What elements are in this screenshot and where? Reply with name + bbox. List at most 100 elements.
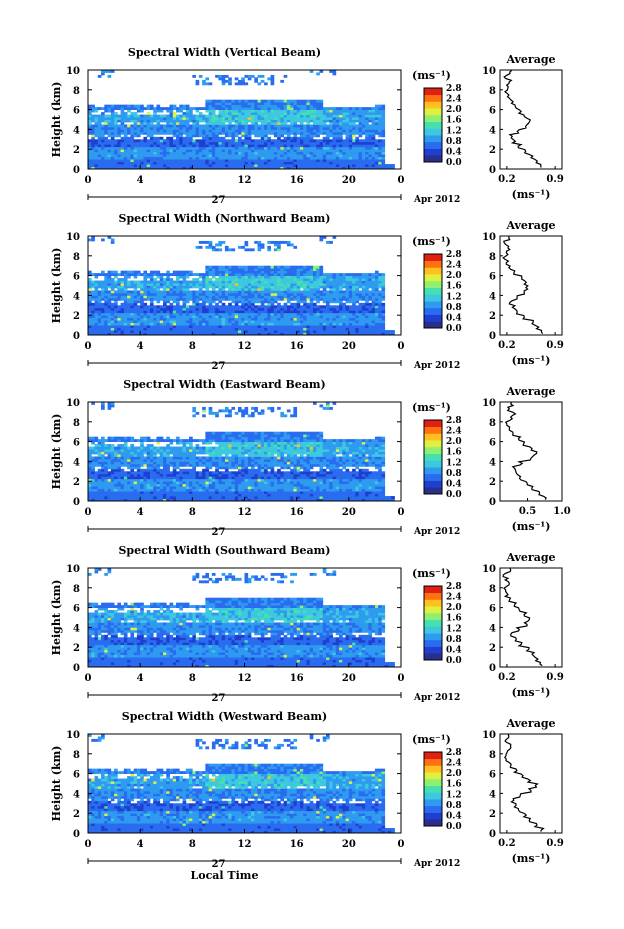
- heatmap-cell: [149, 136, 154, 140]
- heatmap-cell: [368, 285, 373, 289]
- heatmap-cell: [202, 295, 206, 299]
- heatmap-cell: [264, 164, 268, 167]
- heatmap-cell: [257, 310, 262, 314]
- heatmap-cell: [332, 285, 337, 289]
- heatmap-cell: [339, 275, 343, 279]
- heatmap-cell: [228, 154, 232, 158]
- heatmap-cell: [267, 302, 271, 306]
- heatmap-cell: [247, 322, 252, 326]
- heatmap-cell: [254, 285, 258, 289]
- heatmap-cell: [169, 104, 174, 108]
- heatmap-cell: [114, 285, 118, 289]
- heatmap-cell: [251, 322, 255, 326]
- heatmap-cell: [303, 325, 307, 328]
- heatmap-cell: [387, 166, 392, 170]
- heatmap-cell: [283, 129, 288, 133]
- heatmap-cell: [195, 159, 200, 162]
- heatmap-cell: [371, 320, 376, 324]
- heatmap-cell: [361, 107, 366, 111]
- heatmap-cell: [153, 107, 157, 111]
- heatmap-cell: [182, 129, 187, 133]
- heatmap-cell: [352, 275, 356, 279]
- heatmap-cell: [260, 332, 265, 336]
- heatmap-cell: [192, 300, 196, 304]
- heatmap-cell: [114, 141, 118, 145]
- heatmap-cell: [381, 104, 386, 108]
- heatmap-cell: [260, 280, 265, 284]
- heatmap-cell: [140, 325, 144, 328]
- heatmap-cell: [251, 312, 255, 316]
- heatmap-cell: [329, 159, 333, 162]
- heatmap-cell: [332, 278, 337, 281]
- heatmap-cell: [286, 307, 291, 311]
- heatmap-cell: [378, 302, 382, 306]
- heatmap-cell: [123, 312, 128, 316]
- heatmap-cell: [149, 164, 154, 167]
- heatmap-cell: [371, 325, 376, 328]
- heatmap-cell: [107, 166, 112, 170]
- heatmap-cell: [88, 126, 92, 130]
- heatmap-cell: [224, 79, 229, 83]
- heatmap-cell: [273, 139, 278, 143]
- heatmap-cell: [169, 164, 174, 167]
- heatmap-cell: [228, 79, 232, 83]
- heatmap-cell: [195, 310, 200, 314]
- heatmap-cell: [277, 126, 281, 130]
- heatmap-cell: [326, 330, 330, 333]
- heatmap-cell: [296, 102, 301, 106]
- heatmap-cell: [267, 149, 271, 153]
- heatmap-cell: [339, 322, 343, 326]
- heatmap-cell: [172, 164, 177, 167]
- heatmap-cell: [127, 117, 131, 120]
- heatmap-cell: [247, 77, 252, 81]
- heatmap-cell: [322, 159, 327, 162]
- heatmap-cell: [237, 280, 242, 284]
- heatmap-cell: [208, 297, 213, 301]
- heatmap-cell: [293, 126, 298, 130]
- heatmap-cell: [267, 305, 271, 309]
- heatmap-cell: [224, 141, 229, 145]
- heatmap-cell: [371, 327, 376, 331]
- heatmap-cell: [355, 297, 360, 301]
- heatmap-cell: [211, 117, 216, 120]
- heatmap-cell: [335, 297, 340, 301]
- heatmap-cell: [280, 119, 285, 123]
- heatmap-cell: [224, 102, 229, 106]
- heatmap-cell: [228, 119, 232, 123]
- heatmap-cell: [355, 146, 360, 150]
- heatmap-cell: [104, 300, 108, 304]
- heatmap-cell: [348, 283, 353, 286]
- heatmap-cell: [127, 317, 131, 321]
- heatmap-cell: [208, 102, 213, 106]
- heatmap-cell: [101, 320, 105, 324]
- heatmap-cell: [205, 283, 210, 286]
- heatmap-cell: [257, 285, 262, 289]
- heatmap-cell: [149, 320, 154, 324]
- heatmap-cell: [159, 129, 164, 133]
- heatmap-cell: [365, 129, 369, 133]
- heatmap-cell: [241, 77, 245, 81]
- heatmap-cell: [146, 496, 151, 499]
- heatmap-cell: [244, 292, 249, 296]
- heatmap-cell: [133, 290, 138, 294]
- heatmap-cell: [254, 117, 258, 120]
- heatmap-cell: [176, 283, 180, 286]
- heatmap-cell: [107, 332, 112, 336]
- heatmap-cell: [381, 146, 386, 150]
- heatmap-cell: [329, 297, 333, 301]
- heatmap-cell: [244, 498, 249, 502]
- heatmap-cell: [306, 139, 311, 143]
- heatmap-cell: [221, 240, 226, 244]
- heatmap-cell: [273, 498, 278, 502]
- heatmap-cell: [110, 287, 115, 291]
- heatmap-cell: [296, 154, 301, 158]
- heatmap-cell: [384, 166, 389, 170]
- heatmap-cell: [127, 124, 131, 128]
- heatmap-cell: [205, 278, 210, 281]
- heatmap-cell: [133, 114, 138, 118]
- heatmap-cell: [296, 332, 301, 336]
- heatmap-cell: [283, 104, 288, 108]
- heatmap-cell: [374, 280, 379, 284]
- heatmap-cell: [348, 149, 353, 153]
- heatmap-cell: [179, 136, 183, 140]
